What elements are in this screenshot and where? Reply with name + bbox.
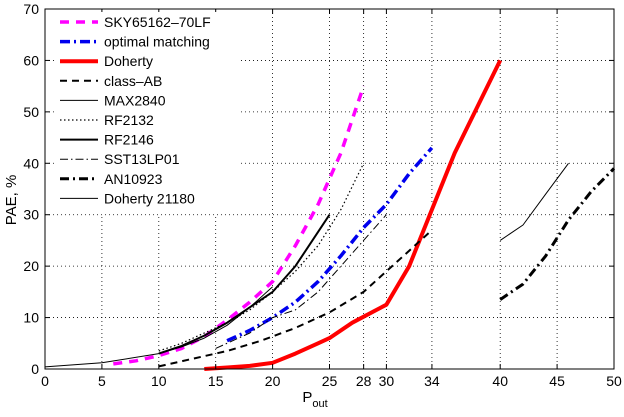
series-line-doherty [204,59,502,371]
series-line-max2840 [499,163,569,241]
legend-label: Doherty 21180 [104,190,195,206]
x-tick-label: 50 [606,373,622,389]
y-axis-label: PAE, % [3,175,20,226]
series-line-sst13lp01 [215,214,387,349]
series-line-rf2132 [158,163,365,352]
series-line-optimal-matching [226,146,434,343]
legend-box [54,12,238,214]
x-axis-label-subscript: out [312,398,327,410]
x-tick-label: 28 [356,373,372,389]
series-line-doherty-21180 [44,286,273,368]
x-tick-label: 15 [208,373,224,389]
y-tick-label: 0 [31,361,39,377]
x-tick-label: 0 [41,373,49,389]
y-tick-label: 30 [23,207,39,223]
legend-label: AN10923 [104,171,163,187]
x-tick-label: 5 [98,373,106,389]
legend-label: SST13LP01 [104,151,180,167]
series-line-an10923 [499,167,616,301]
legend-label: SKY65162–70LF [104,14,211,30]
x-tick-label: 40 [492,373,508,389]
x-tick-label: 20 [265,373,281,389]
y-ticks: 0 10 20 30 40 50 60 70 [23,1,614,377]
x-tick-label: 45 [549,373,565,389]
legend-label: RF2146 [104,132,154,148]
legend-label: class–AB [104,73,162,89]
x-axis-label-main: P [302,389,312,406]
legend-label: MAX2840 [104,92,166,108]
series-line-class-ab [158,229,433,368]
series-layer [44,59,616,371]
x-tick-label: 25 [322,373,338,389]
y-tick-label: 50 [23,104,39,120]
series-line-rf2146 [158,214,331,355]
x-tick-label: 34 [424,373,440,389]
y-tick-label: 70 [23,1,39,17]
y-tick-label: 40 [23,155,39,171]
y-tick-label: 20 [23,258,39,274]
x-axis-label: Pout [302,389,327,410]
legend: SKY65162–70LF optimal matching Doherty clas… [54,12,238,214]
x-tick-label: 10 [151,373,167,389]
y-tick-label: 10 [23,310,39,326]
legend-label: RF2132 [104,112,154,128]
x-ticks: 0 5 10 15 20 25 28 30 34 40 45 50 [41,9,622,389]
legend-label: Doherty [104,53,153,69]
y-tick-label: 60 [23,52,39,68]
x-tick-label: 30 [379,373,395,389]
legend-label: optimal matching [104,34,210,50]
